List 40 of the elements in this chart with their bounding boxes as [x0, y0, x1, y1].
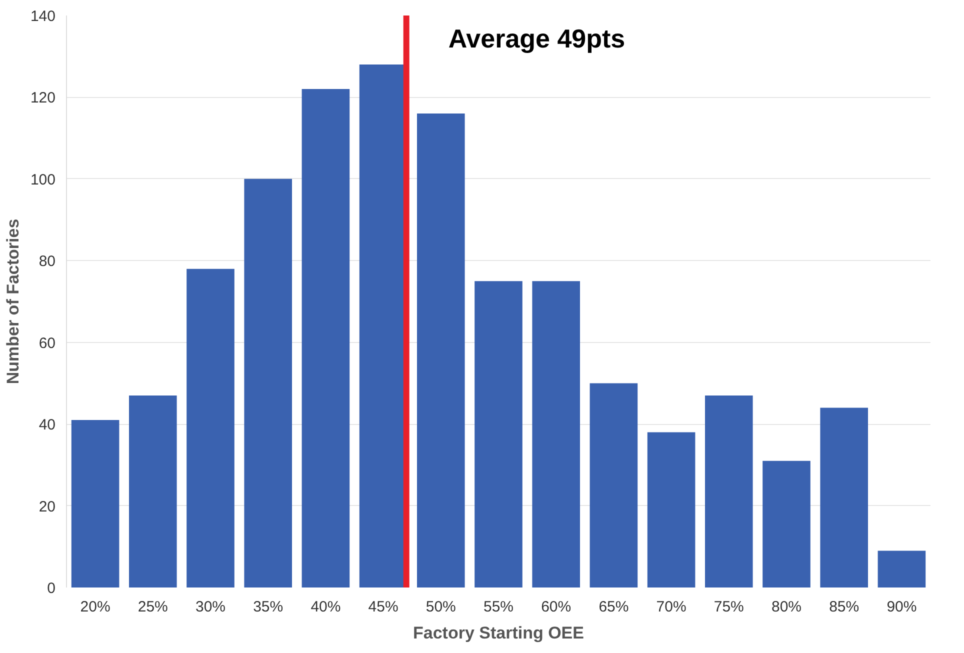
x-tick-label: 50% — [426, 598, 456, 616]
bar — [244, 178, 292, 588]
y-tick-label: 120 — [30, 90, 56, 107]
bar — [71, 420, 120, 588]
y-tick-label: 20 — [38, 498, 56, 516]
bar — [820, 408, 868, 588]
y-tick-label: 140 — [30, 8, 56, 25]
x-tick-label: 70% — [656, 598, 686, 616]
x-tick-label: 25% — [138, 598, 168, 616]
bar — [704, 395, 753, 588]
bar — [590, 383, 638, 588]
bar — [647, 432, 696, 588]
bar — [128, 395, 177, 588]
bar — [878, 550, 926, 588]
x-tick-label: 75% — [714, 598, 744, 616]
bar — [532, 281, 580, 588]
x-tick-label: 80% — [771, 598, 802, 616]
bar — [416, 114, 465, 588]
x-tick-label: 30% — [195, 598, 226, 616]
y-tick-label: 0 — [47, 580, 56, 597]
x-axis-title: Factory Starting OEE — [413, 624, 584, 642]
x-tick-label: 20% — [80, 598, 110, 616]
y-axis-title: Number of Factories — [3, 218, 22, 384]
bar — [762, 460, 810, 588]
x-tick-label: 55% — [483, 598, 514, 616]
bar — [474, 281, 522, 588]
ref-line-label: Average 49pts — [448, 24, 626, 54]
x-tick-label: 40% — [310, 598, 341, 616]
bar — [186, 268, 234, 588]
y-tick-label: 60 — [38, 334, 56, 352]
x-tick-label: 65% — [598, 598, 629, 616]
y-tick-label: 80 — [38, 253, 56, 270]
y-tick-label: 100 — [30, 171, 56, 188]
x-tick-label: 60% — [541, 598, 572, 616]
x-tick-label: 90% — [886, 598, 917, 616]
x-tick-label: 45% — [368, 598, 398, 616]
bar — [302, 89, 350, 588]
x-tick-label: 85% — [829, 598, 860, 616]
y-tick-label: 40 — [38, 416, 56, 434]
x-tick-label: 35% — [253, 598, 284, 616]
